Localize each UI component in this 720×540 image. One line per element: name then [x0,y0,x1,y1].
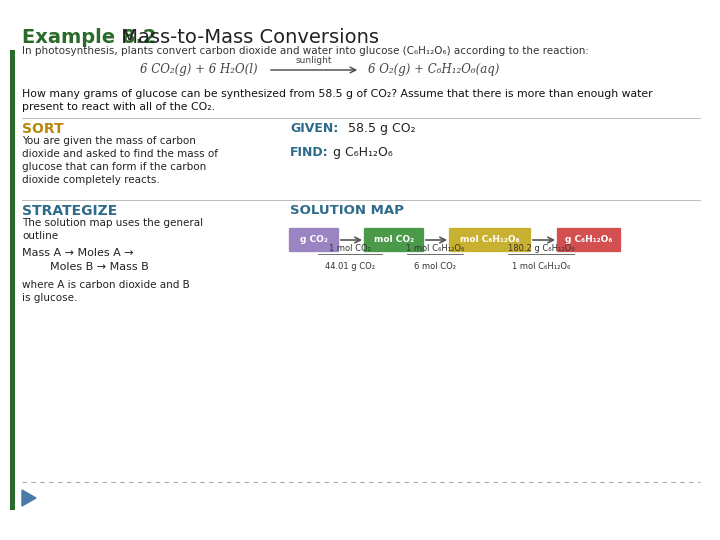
Text: STRATEGIZE: STRATEGIZE [22,204,117,218]
Text: outline: outline [22,231,58,241]
Text: 6 O₂(g) + C₆H₁₂O₆(aq): 6 O₂(g) + C₆H₁₂O₆(aq) [368,64,500,77]
Text: g C₆H₁₂O₆: g C₆H₁₂O₆ [565,235,613,245]
Text: mol C₆H₁₂O₆: mol C₆H₁₂O₆ [460,235,520,245]
Text: Mass A → Moles A →: Mass A → Moles A → [22,248,134,258]
Polygon shape [22,490,36,506]
Text: 1 mol C₆H₁₂O₆: 1 mol C₆H₁₂O₆ [406,244,464,253]
Bar [10,50,15,510]
FancyBboxPatch shape [288,227,340,253]
FancyBboxPatch shape [448,227,532,253]
Text: SORT: SORT [22,122,63,136]
Text: glucose that can form if the carbon: glucose that can form if the carbon [22,162,206,172]
Text: In photosynthesis, plants convert carbon dioxide and water into glucose (C₆H₁₂O₆: In photosynthesis, plants convert carbon… [22,46,589,56]
Text: You are given the mass of carbon: You are given the mass of carbon [22,136,196,146]
Text: 6 CO₂(g) + 6 H₂O(l): 6 CO₂(g) + 6 H₂O(l) [140,64,258,77]
Text: mol CO₂: mol CO₂ [374,235,414,245]
Text: sunlight: sunlight [296,56,332,65]
FancyBboxPatch shape [363,227,425,253]
Text: g CO₂: g CO₂ [300,235,328,245]
Text: How many grams of glucose can be synthesized from 58.5 g of CO₂? Assume that the: How many grams of glucose can be synthes… [22,89,652,99]
Text: 1 mol CO₂: 1 mol CO₂ [329,244,371,253]
Text: where A is carbon dioxide and B: where A is carbon dioxide and B [22,280,190,290]
Text: is glucose.: is glucose. [22,293,77,303]
Text: Mass-to-Mass Conversions: Mass-to-Mass Conversions [115,28,379,47]
FancyBboxPatch shape [556,227,622,253]
Text: present to react with all of the CO₂.: present to react with all of the CO₂. [22,102,215,112]
Text: 6 mol CO₂: 6 mol CO₂ [414,262,456,271]
Text: g C₆H₁₂O₆: g C₆H₁₂O₆ [325,146,392,159]
Text: 1 mol C₆H₁₂O₆: 1 mol C₆H₁₂O₆ [512,262,570,271]
Text: The solution map uses the general: The solution map uses the general [22,218,203,228]
Text: Example 8.2: Example 8.2 [22,28,156,47]
Text: dioxide completely reacts.: dioxide completely reacts. [22,175,160,185]
Text: SOLUTION MAP: SOLUTION MAP [290,204,404,217]
Text: 44.01 g CO₂: 44.01 g CO₂ [325,262,375,271]
Text: dioxide and asked to find the mass of: dioxide and asked to find the mass of [22,149,218,159]
Text: FIND:: FIND: [290,146,328,159]
Text: Moles B → Mass B: Moles B → Mass B [50,262,149,272]
Text: GIVEN:: GIVEN: [290,122,338,135]
Text: 180.2 g C₆H₁₂O₆: 180.2 g C₆H₁₂O₆ [508,244,575,253]
Text: 58.5 g CO₂: 58.5 g CO₂ [340,122,415,135]
